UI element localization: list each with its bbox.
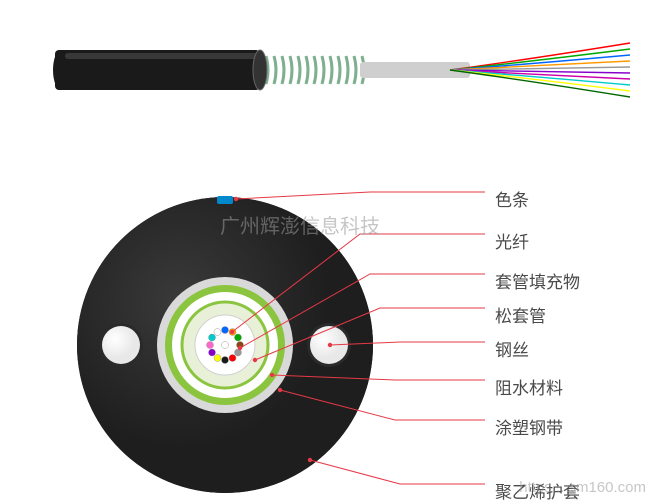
label-fiber: 光纤: [495, 228, 529, 253]
label-water_block: 阻水材料: [495, 374, 563, 399]
label-coated_steel_tape: 涂塑钢带: [495, 414, 563, 439]
label-tube_fill: 套管填充物: [495, 268, 580, 293]
label-steel_wire: 钢丝: [495, 336, 529, 361]
label-loose_tube: 松套管: [495, 302, 546, 327]
label-color_stripe: 色条: [495, 186, 529, 211]
label-pe_sheath: 聚乙烯护套: [495, 478, 580, 503]
